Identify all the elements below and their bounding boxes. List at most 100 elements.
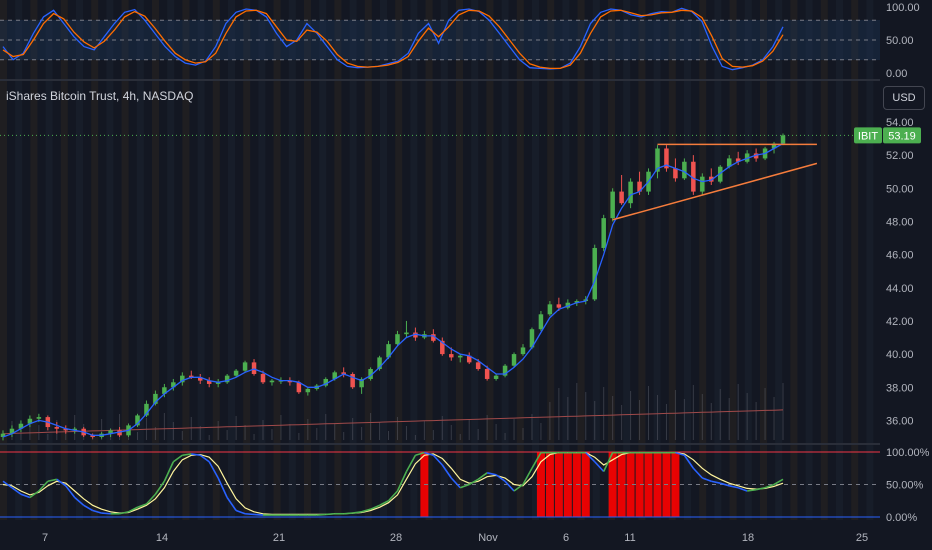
osc-main-line-segment — [137, 503, 147, 509]
volume-bar — [199, 426, 201, 440]
candle-body — [287, 380, 293, 383]
osc-main-line-segment — [29, 490, 40, 499]
time-axis-tick: 21 — [273, 532, 285, 544]
osc-main-line-segment — [692, 467, 703, 479]
candle-body — [296, 382, 302, 393]
candle-body — [215, 382, 221, 384]
candle-body — [54, 427, 60, 429]
osc-main-line-segment — [2, 480, 13, 489]
background-stripe — [228, 0, 235, 520]
candle-body — [610, 191, 615, 219]
volume-bar — [737, 384, 739, 440]
osc-main-line-segment — [154, 480, 166, 495]
volume-bar — [65, 429, 67, 440]
price-badge — [883, 127, 921, 144]
osc-main-line-segment — [504, 480, 515, 492]
volume-bar — [567, 397, 569, 440]
candle-body — [565, 302, 571, 308]
background-stripe — [684, 0, 691, 520]
osc-main-line-segment — [594, 461, 605, 473]
osc-main-line-segment — [513, 483, 524, 492]
volume-bar — [468, 420, 470, 440]
volume-bar — [325, 414, 327, 440]
candle-body — [601, 218, 606, 248]
volume-bar — [621, 405, 623, 440]
volume-bar — [154, 427, 156, 440]
oscillator-panel — [0, 451, 880, 518]
background-stripe — [790, 0, 798, 520]
volume-bar — [540, 423, 542, 440]
volume-bar — [307, 419, 309, 440]
overbought-fill — [626, 452, 635, 517]
background-stripe — [501, 0, 509, 520]
candle-body — [359, 378, 364, 388]
candle-body — [368, 369, 373, 379]
volume-bar — [432, 430, 434, 440]
candle-body — [744, 153, 750, 162]
background-stripe — [182, 0, 190, 520]
candle-body — [72, 428, 77, 431]
osc-main-line-segment — [405, 454, 417, 472]
osc-main-line-segment — [316, 513, 326, 516]
osc-main-line-segment — [432, 454, 443, 466]
candle-body — [493, 375, 499, 379]
currency-button[interactable]: USD — [883, 86, 925, 110]
background-stripe — [136, 0, 144, 520]
volume-bar — [710, 403, 712, 440]
osc-main-line-segment — [191, 453, 201, 457]
background-stripe — [380, 0, 387, 520]
candle-body — [637, 181, 642, 192]
background-stripe — [152, 0, 159, 520]
candle-body — [162, 387, 167, 394]
background-stripe — [288, 0, 296, 520]
stoch-axis-tick: 100.00 — [886, 2, 920, 14]
overbought-fill — [545, 452, 554, 517]
volume-bar — [405, 426, 407, 440]
volume-bar — [477, 429, 479, 440]
volume-bar — [576, 383, 578, 440]
volume-bar — [262, 420, 264, 440]
candle-body — [395, 334, 400, 345]
candle-body — [305, 388, 311, 393]
osc-main-line-segment — [396, 471, 408, 492]
candle-body — [538, 314, 544, 330]
volume-bar — [163, 413, 165, 440]
osc-main-line-segment — [764, 483, 775, 489]
background-stripe — [456, 0, 463, 520]
candle-body — [484, 369, 490, 379]
background-stripe — [866, 0, 874, 520]
moving-average-line — [2, 142, 784, 438]
volume-bar — [379, 422, 381, 440]
overbought-fill — [536, 452, 545, 517]
volume-bar — [423, 421, 425, 440]
volume-bar — [47, 434, 49, 440]
volume-bar — [370, 413, 372, 440]
candle-body — [260, 373, 266, 383]
volume-bar — [280, 415, 282, 440]
volume-bar — [701, 394, 703, 440]
candle-body — [664, 148, 669, 169]
candle-body — [735, 158, 741, 162]
background-stripe — [532, 0, 539, 520]
overbought-fill — [635, 452, 644, 517]
candle-body — [341, 372, 346, 374]
symbol-title: iShares Bitcoin Trust, 4h, NASDAQ — [6, 89, 194, 103]
background-stripe — [91, 0, 99, 520]
osc-main-line-segment — [702, 477, 712, 483]
volume-bar — [361, 427, 363, 440]
osc-main-line-segment — [495, 474, 506, 482]
volume-bar — [459, 434, 461, 440]
background-stripe — [836, 0, 843, 520]
stoch-k-line — [2, 7, 784, 71]
candle-body — [36, 417, 42, 419]
time-axis-tick: 7 — [42, 532, 48, 544]
osc-main-line-segment — [522, 467, 533, 485]
osc-main-line-segment — [208, 461, 219, 479]
volume-bar — [639, 400, 641, 440]
candle-body — [242, 362, 248, 371]
session-background-stripes — [0, 0, 889, 520]
osc-axis-tick: 100.00% — [886, 447, 930, 459]
background-stripe — [623, 0, 631, 520]
time-axis-tick: 11 — [624, 532, 635, 544]
osc-main-line-segment — [729, 485, 739, 489]
